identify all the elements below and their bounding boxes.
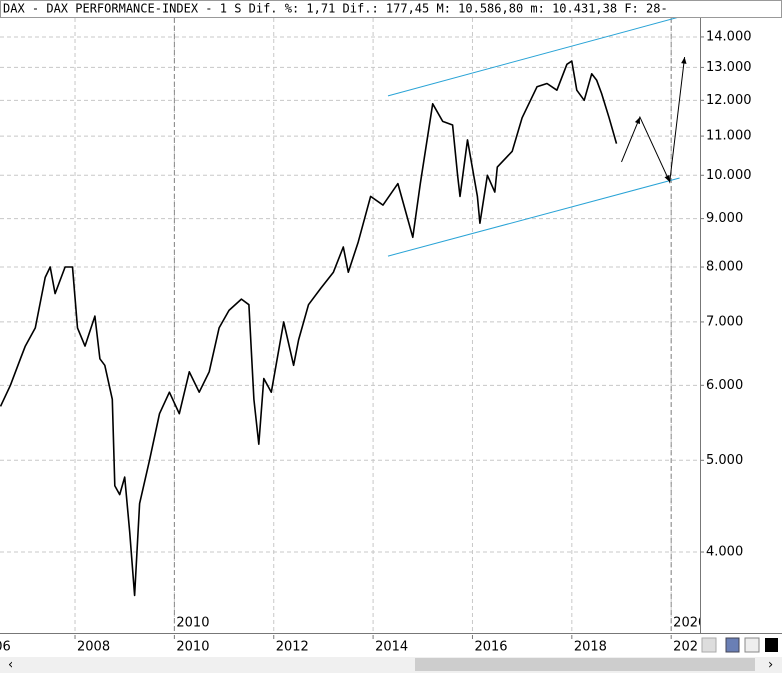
y-tick-label: 12.000 — [706, 93, 752, 108]
x-tick-label: 2010 — [176, 640, 209, 655]
arrow-head — [664, 174, 670, 182]
tool-icon[interactable] — [701, 637, 717, 653]
header-text: DAX - DAX PERFORMANCE-INDEX - 1 S Dif. %… — [3, 2, 668, 16]
period-label: 2020 — [673, 616, 706, 631]
x-tick-label: 2008 — [77, 640, 110, 655]
color-icon[interactable] — [765, 638, 778, 652]
trend-channel — [387, 177, 680, 257]
y-tick-label: 9.000 — [706, 211, 743, 226]
y-tick-label: 7.000 — [706, 314, 743, 329]
projection-arrows — [621, 57, 686, 184]
y-tick-label: 6.000 — [706, 378, 743, 393]
save-icon[interactable] — [725, 637, 740, 653]
y-tick-label: 13.000 — [706, 60, 752, 75]
x-tick-label: 2020 — [673, 640, 706, 655]
x-tick-label: 2012 — [276, 640, 309, 655]
pin-icon[interactable] — [744, 637, 760, 653]
x-tick-label: 2016 — [474, 640, 507, 655]
price-line — [0, 60, 618, 597]
trend-channel — [387, 18, 678, 97]
x-tick-label: 2014 — [375, 640, 408, 655]
arrow-head — [634, 117, 640, 125]
y-tick-label: 4.000 — [706, 545, 743, 560]
y-tick-label: 8.000 — [706, 260, 743, 275]
arrow-head — [681, 57, 687, 64]
scroll-thumb[interactable] — [415, 658, 755, 671]
y-tick-label: 10.000 — [706, 168, 752, 183]
y-tick-label: 5.000 — [706, 453, 743, 468]
x-tick-label: 2006 — [0, 640, 11, 655]
period-label: 2010 — [176, 616, 209, 631]
y-tick-label: 14.000 — [706, 29, 752, 44]
scroll-left[interactable]: ‹ — [8, 658, 13, 673]
x-tick-label: 2018 — [574, 640, 607, 655]
y-tick-label: 11.000 — [706, 129, 752, 144]
scroll-right[interactable]: › — [768, 658, 773, 673]
